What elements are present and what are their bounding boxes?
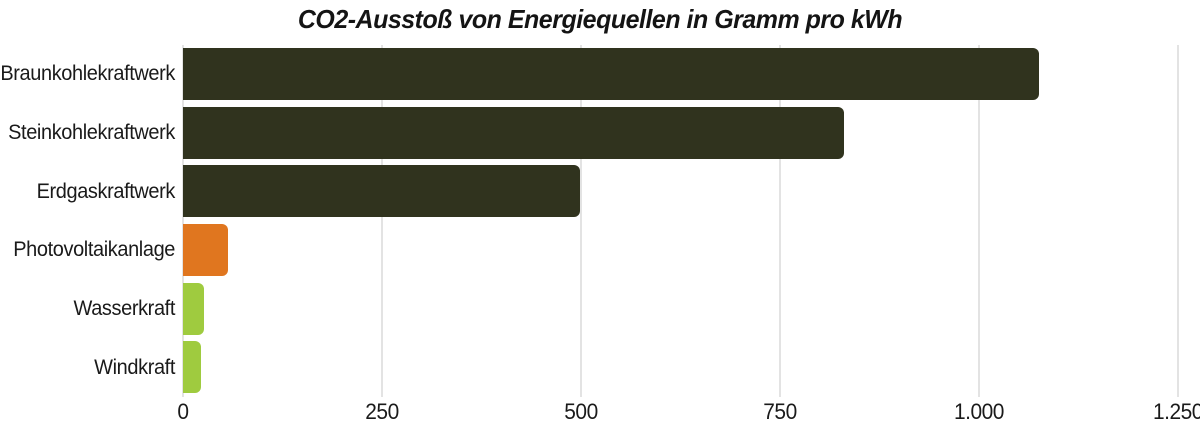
chart-title: CO2-Ausstoß von Energiequellen in Gramm … — [297, 4, 903, 34]
bar-row — [183, 221, 1190, 280]
category-label: Windkraft — [94, 355, 175, 379]
plot-area — [182, 45, 1190, 397]
x-tick-label: 250 — [365, 399, 399, 424]
gridline — [1177, 45, 1179, 397]
bar-photovoltaikanlage — [183, 224, 228, 276]
bar-wasserkraft — [183, 282, 205, 335]
bar-erdgaskraftwerk — [183, 165, 581, 218]
x-tick-label: 1.250 — [1153, 399, 1200, 424]
x-tick-label: 750 — [763, 399, 797, 424]
x-tick-label: 1.000 — [954, 399, 1004, 424]
x-tick-label: 500 — [564, 399, 598, 424]
gridlines — [182, 45, 1179, 397]
x-axis: 0 250 500 750 1.000 1.250 — [0, 399, 1200, 431]
bar-row — [183, 338, 1190, 397]
gridline — [978, 45, 980, 397]
bar-row — [183, 280, 1190, 339]
bar-row — [183, 104, 1190, 163]
x-tick-label: 0 — [177, 399, 189, 424]
bar-steinkohlekraftwerk — [183, 106, 844, 159]
gridline — [779, 45, 781, 397]
bar-rows — [183, 45, 1190, 397]
category-label: Erdgaskraftwerk — [36, 179, 176, 203]
bar-braunkohlekraftwerk — [183, 48, 1039, 100]
category-axis: Braunkohlekraftwerk Steinkohlekraftwerk … — [0, 45, 175, 397]
category-label: Steinkohlekraftwerk — [8, 120, 176, 144]
gridline — [580, 45, 582, 397]
bar-windkraft — [183, 341, 202, 394]
category-label: Braunkohlekraftwerk — [0, 62, 175, 86]
bar-row — [183, 162, 1190, 221]
category-label: Photovoltaikanlage — [13, 238, 176, 262]
category-label: Wasserkraft — [73, 296, 175, 320]
bar-row — [183, 45, 1190, 104]
gridline — [182, 45, 184, 397]
gridline — [381, 45, 383, 397]
